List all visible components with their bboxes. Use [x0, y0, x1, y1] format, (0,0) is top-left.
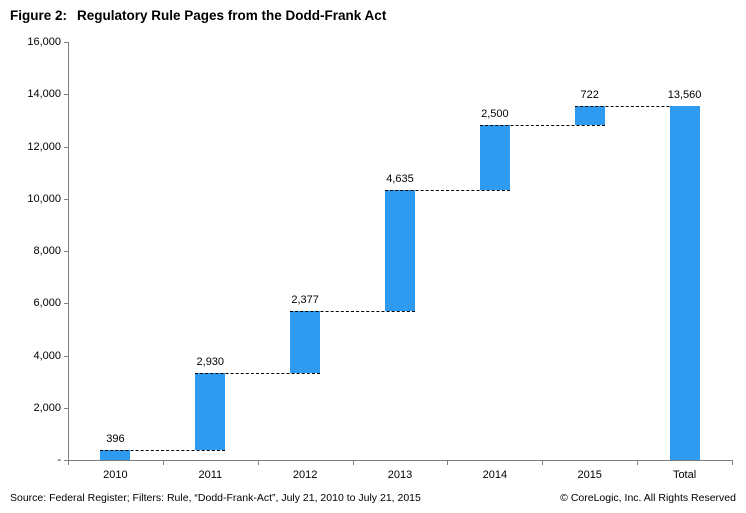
- y-axis-tick: [64, 355, 68, 357]
- x-axis-tick: [542, 461, 544, 465]
- bar-value-label: 396: [106, 432, 125, 445]
- bar-value-label: 722: [580, 88, 599, 101]
- figure-footer: Source: Federal Register; Filters: Rule,…: [0, 492, 746, 505]
- y-tick-label: 4,000: [33, 349, 61, 362]
- chart-title: Figure 2: Regulatory Rule Pages from the …: [10, 8, 386, 23]
- bar-value-label: 2,930: [196, 356, 225, 369]
- x-category-label: Total: [672, 469, 697, 481]
- x-axis-tick: [257, 461, 259, 465]
- x-axis-tick: [637, 461, 639, 465]
- y-axis-tick: [64, 42, 68, 43]
- chart-title-text: Regulatory Rule Pages from the Dodd-Fran…: [77, 8, 387, 23]
- bar-value-label: 2,377: [291, 294, 319, 306]
- x-category-label: 2015: [577, 469, 602, 481]
- bar-value-label: 13,560: [667, 88, 702, 101]
- x-axis-tick: [352, 461, 354, 465]
- x-axis-tick: [732, 461, 733, 465]
- y-tick-label: 6,000: [33, 297, 61, 310]
- y-axis-tick: [64, 94, 68, 96]
- waterfall-total-bar: [669, 105, 700, 460]
- connector-line: [385, 189, 510, 191]
- y-tick-label: 14,000: [27, 88, 61, 101]
- y-axis-tick: [64, 460, 68, 461]
- y-tick-label: 12,000: [27, 140, 61, 153]
- y-tick-label: -: [57, 454, 61, 466]
- x-axis-tick: [162, 461, 164, 465]
- bar-value-label: 4,635: [386, 172, 414, 185]
- y-axis-tick: [64, 303, 68, 305]
- x-category-label: 2012: [292, 469, 318, 481]
- connector-line: [100, 449, 226, 451]
- x-category-label: 2010: [103, 469, 128, 481]
- y-tick-label: 8,000: [33, 245, 61, 257]
- waterfall-bar: [574, 105, 605, 125]
- y-axis-tick: [64, 251, 68, 252]
- source-note: Source: Federal Register; Filters: Rule,…: [10, 492, 421, 504]
- waterfall-bar: [100, 449, 131, 460]
- connector-line: [290, 311, 415, 312]
- bar-value-label: 2,500: [481, 107, 509, 120]
- y-tick-label: 16,000: [27, 36, 61, 48]
- x-axis-tick: [68, 461, 69, 465]
- x-axis-line: [68, 460, 733, 461]
- x-category-label: 2014: [482, 469, 508, 481]
- x-category-label: 2013: [387, 469, 413, 481]
- y-axis-line: [68, 42, 69, 460]
- connector-line: [195, 373, 321, 375]
- y-tick-label: 2,000: [33, 401, 61, 414]
- copyright-note: © CoreLogic, Inc. All Rights Reserved: [560, 492, 736, 504]
- waterfall-bar: [479, 124, 510, 190]
- x-category-label: 2011: [198, 469, 223, 481]
- waterfall-bar: [290, 311, 321, 374]
- x-axis-tick: [447, 461, 449, 465]
- y-axis-tick: [64, 407, 68, 409]
- chart-title-prefix: Figure 2:: [10, 8, 68, 23]
- connector-line: [574, 105, 700, 107]
- y-axis-tick: [64, 146, 68, 148]
- waterfall-bar: [195, 373, 226, 450]
- connector-line: [479, 124, 605, 126]
- y-axis-tick: [64, 198, 68, 200]
- y-tick-label: 10,000: [27, 192, 61, 205]
- waterfall-bar: [385, 189, 415, 311]
